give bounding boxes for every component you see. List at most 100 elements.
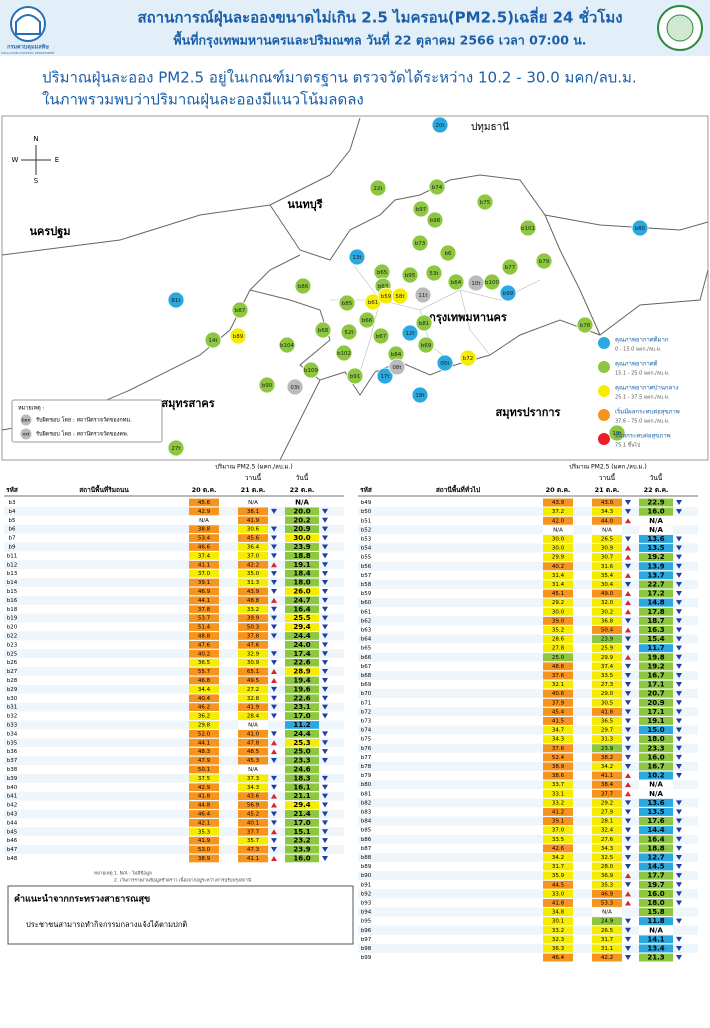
station-label: b77 — [505, 265, 516, 271]
value-cell — [543, 817, 573, 825]
station-label: b68 — [318, 328, 329, 334]
value-text: 45.4 — [552, 709, 565, 715]
province-label: สมุทรปราการ — [496, 406, 561, 420]
trend-arrow — [271, 544, 277, 550]
station-code: b90 — [361, 873, 372, 879]
value-cell — [639, 880, 673, 889]
value-cell — [543, 953, 573, 962]
station-label: b89 — [233, 334, 244, 340]
value-text: 27.6 — [601, 837, 614, 843]
row-band — [4, 720, 344, 730]
station-code: b86 — [361, 837, 372, 843]
value-text: 42.9 — [198, 509, 211, 515]
value-cell — [285, 845, 319, 854]
value-cell — [639, 835, 673, 844]
trend-arrow — [676, 672, 682, 678]
station-code: b58 — [361, 582, 372, 588]
trend-arrow — [322, 517, 328, 523]
value-text: 16.7 — [647, 762, 664, 770]
value-cell — [639, 562, 673, 571]
station-code: b56 — [361, 564, 372, 570]
table-note: 2. เว้นการรายงานข้อมูลชั่วคราว เนื่องจาก… — [114, 877, 251, 884]
column-header: รหัส — [360, 486, 372, 494]
value-text: 16.7 — [647, 671, 664, 679]
value-cell — [189, 667, 219, 676]
value-text: 34.3 — [601, 509, 614, 515]
station-marker — [278, 336, 296, 354]
station-code: b82 — [361, 800, 372, 806]
row-band — [358, 925, 698, 935]
value-cell — [639, 698, 673, 707]
province-label: นครปฐม — [29, 225, 70, 239]
trend-arrow — [676, 627, 682, 633]
trend-arrow — [676, 709, 682, 715]
trend-arrow — [271, 713, 277, 719]
station-code: b72 — [361, 709, 372, 715]
trend-arrow — [676, 500, 682, 506]
value-text: 17.6 — [647, 817, 664, 825]
station-code: b68 — [361, 673, 372, 679]
station-marker — [411, 386, 429, 404]
value-cell — [285, 569, 319, 578]
trend-arrow — [271, 740, 277, 746]
column-header: สถานีพื้นที่ทั่วไป — [436, 484, 480, 494]
trend-arrow — [625, 536, 631, 542]
value-cell — [189, 516, 219, 525]
row-band — [4, 782, 344, 792]
trend-arrow — [625, 554, 631, 560]
value-text: 46.4 — [552, 955, 565, 961]
value-cell — [543, 771, 573, 780]
station-marker — [391, 287, 409, 305]
value-cell — [592, 607, 622, 616]
trend-arrow — [625, 955, 631, 961]
row-band — [4, 533, 344, 543]
value-cell — [639, 753, 673, 762]
row-band — [358, 534, 698, 544]
trend-arrow — [625, 709, 631, 715]
station-code: b76 — [361, 746, 372, 752]
station-code: b84 — [361, 819, 372, 825]
value-text: 53.0 — [198, 847, 211, 853]
value-text: 37.0 — [247, 553, 260, 559]
value-text: 34.3 — [552, 737, 565, 743]
trend-arrow — [322, 660, 328, 666]
row-band — [4, 569, 344, 579]
value-cell — [285, 667, 319, 676]
province-label: กรุงเทพมหานคร — [429, 311, 507, 325]
value-cell — [639, 935, 673, 944]
value-cell — [238, 730, 268, 738]
station-marker — [576, 316, 594, 334]
value-cell — [285, 774, 319, 783]
station-code: b41 — [7, 794, 18, 800]
compass-label: W — [12, 156, 19, 164]
station-marker — [369, 179, 387, 197]
row-band — [4, 836, 344, 846]
row-band — [358, 570, 698, 580]
row-band — [358, 834, 698, 844]
value-cell — [592, 626, 622, 634]
value-text: 20.9 — [647, 699, 664, 707]
value-text: 13.5 — [647, 808, 664, 816]
trend-arrow — [322, 544, 328, 550]
value-cell — [189, 569, 219, 578]
value-text: 49.0 — [601, 591, 614, 597]
station-label: 05t — [440, 361, 450, 367]
value-cell — [592, 707, 622, 716]
value-cell — [592, 735, 622, 744]
trend-arrow — [625, 873, 631, 879]
station-code: b83 — [361, 809, 372, 815]
value-text: 22.6 — [293, 694, 310, 702]
value-text: 16.3 — [647, 626, 664, 634]
value-cell — [285, 596, 319, 605]
value-cell — [189, 507, 219, 516]
value-text: N/A — [602, 910, 612, 916]
value-text: 33.5 — [552, 837, 565, 843]
value-text: 18.7 — [647, 617, 664, 625]
value-text: 11.7 — [647, 644, 664, 652]
row-band — [4, 827, 344, 837]
value-text: 29.9 — [552, 555, 565, 561]
value-cell — [592, 798, 622, 807]
trend-arrow — [625, 627, 631, 633]
station-marker — [286, 378, 304, 396]
value-cell — [238, 560, 268, 569]
